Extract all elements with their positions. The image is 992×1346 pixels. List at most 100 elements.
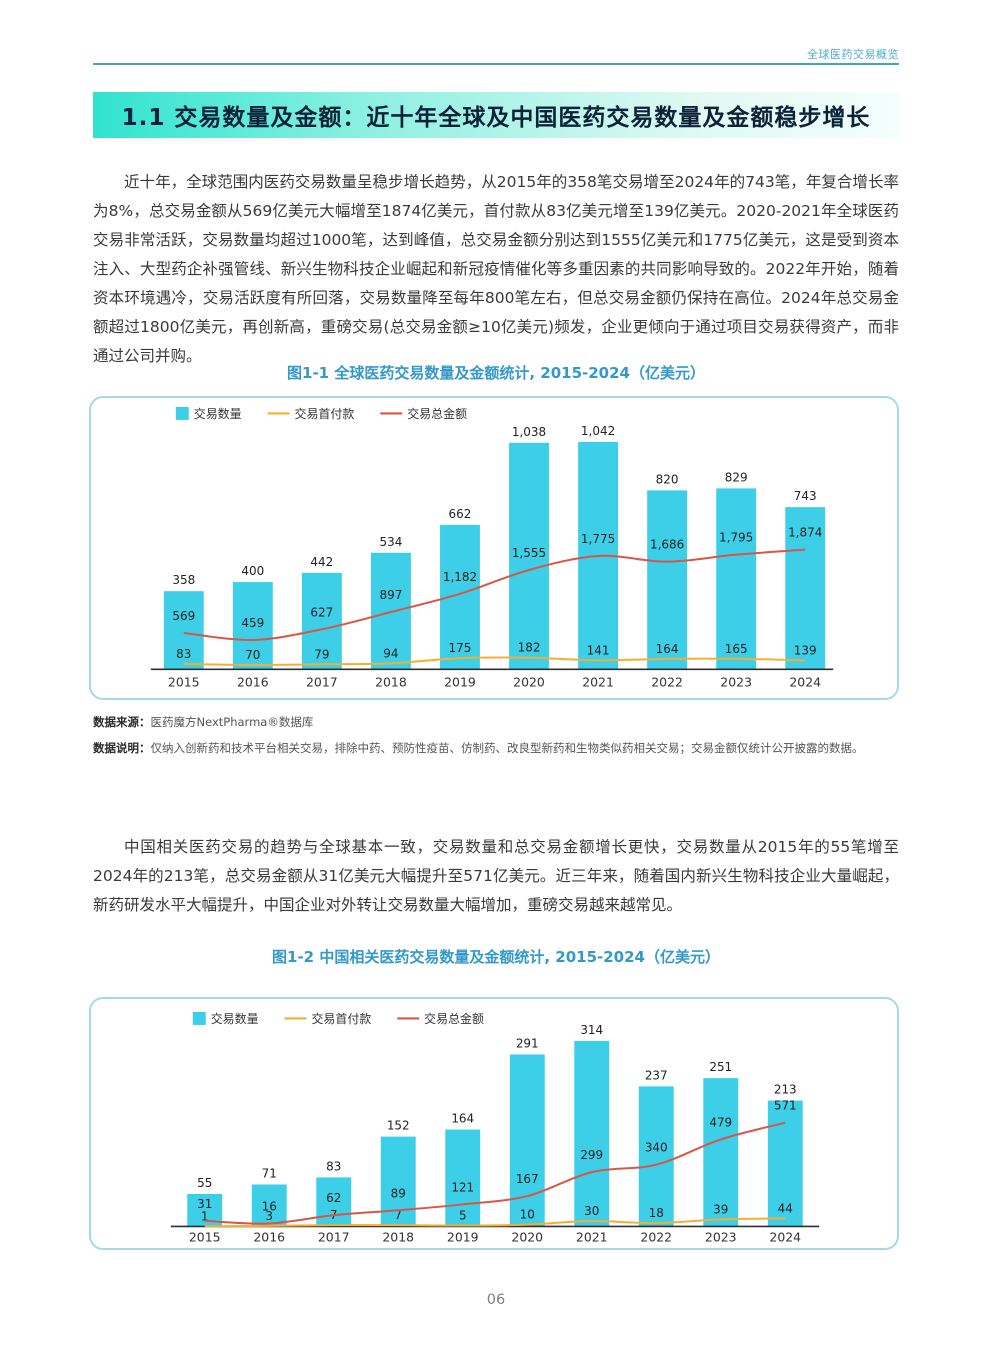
paragraph-global-overview: 近十年，全球范围内医药交易数量呈稳步增长趋势，从2015年的358笔交易增至20… [93, 173, 899, 365]
chart-label: 152 [387, 1119, 410, 1133]
chart-label: 2017 [306, 674, 338, 689]
chart-label: 479 [709, 1115, 732, 1129]
chart-label: 121 [451, 1180, 474, 1194]
chart-label: 299 [580, 1148, 603, 1162]
bar-2016 [251, 1184, 287, 1227]
header-rule [93, 63, 899, 65]
chart-label: 662 [449, 507, 472, 521]
data-description-note: 数据说明：仅纳入创新药和技术平台相关交易，排除中药、预防性疫苗、仿制药、改良型新… [93, 740, 899, 757]
chart-label: 251 [709, 1060, 732, 1074]
chart-label: 820 [656, 472, 679, 486]
chart-label: 2015 [168, 674, 200, 689]
bar-2017 [301, 572, 342, 670]
chart-label: 2015 [189, 1229, 221, 1244]
chart-label: 571 [774, 1099, 797, 1113]
data-source-note: 数据来源：医药魔方NextPharma®数据库 [93, 714, 899, 731]
chart-label: 83 [176, 647, 191, 661]
chart-label: 71 [262, 1166, 277, 1180]
bar-2019 [445, 1129, 481, 1227]
chart-label: 交易数量 [211, 1011, 259, 1026]
chart-label: 569 [172, 609, 195, 623]
bar-2024 [767, 1100, 803, 1227]
chart-label: 175 [449, 641, 472, 655]
chart-label: 358 [172, 573, 195, 587]
bar-2015 [163, 591, 204, 670]
section-title-banner: 1.1 交易数量及金额：近十年全球及中国医药交易数量及金额稳步增长 [93, 92, 899, 138]
chart-label: 829 [725, 470, 748, 484]
chart-label: 2024 [769, 1229, 801, 1244]
chart-label: 89 [391, 1186, 406, 1200]
bar-2021 [574, 1040, 610, 1227]
chart-label: 10 [520, 1208, 535, 1222]
chart-label: 39 [713, 1202, 728, 1216]
chart-label: 1,182 [443, 570, 477, 584]
chart-label: 2018 [375, 674, 407, 689]
chart-label: 1,042 [581, 424, 615, 438]
bar-2022 [647, 490, 688, 670]
chart-label: 交易总金额 [407, 406, 467, 421]
chart-label: 31 [197, 1197, 212, 1211]
data-source-text: 医药魔方NextPharma®数据库 [150, 715, 314, 729]
bar-2020 [509, 442, 549, 670]
chart-label: 交易总金额 [424, 1011, 484, 1026]
chart-label: 94 [383, 646, 398, 660]
chart-label: 2024 [789, 674, 821, 689]
chart-canvas-global: 358 400 442 534 662 1,038 1,042 820 829 743 2015 20… [150, 406, 834, 689]
section-title: 1.1 交易数量及金额：近十年全球及中国医药交易数量及金额稳步增长 [121, 105, 871, 131]
bar-2017 [316, 1177, 352, 1227]
chart-label: 83 [326, 1159, 341, 1173]
bar-2024 [785, 507, 826, 670]
chart-china: 55 71 83 152 164 291 314 237 251 213 2015 2016 2017 2… [91, 999, 897, 1246]
chart-label: 1,038 [512, 425, 546, 439]
chart-label: 5 [459, 1209, 467, 1223]
chart-label: 459 [241, 616, 264, 630]
chart-label: 534 [379, 535, 402, 549]
chart-label: 1,795 [719, 531, 753, 545]
chart-label: 182 [518, 641, 541, 655]
chart-label: 44 [778, 1201, 793, 1215]
downpayment-line [183, 656, 806, 666]
paragraph-china-overview: 中国相关医药交易的趋势与全球基本一致，交易数量和总交易金额增长更快，交易数量从2… [93, 838, 899, 914]
page-number: 06 [486, 1292, 506, 1308]
data-description-text: 仅纳入创新药和技术平台相关交易，排除中药、预防性疫苗、仿制药、改良型新药和生物类… [150, 741, 864, 755]
chart-label: 340 [645, 1141, 668, 1155]
chart-label: 55 [197, 1176, 212, 1190]
chart-label: 16 [262, 1200, 277, 1214]
chart-label: 7 [394, 1208, 402, 1222]
downpayment-line [204, 1217, 786, 1228]
chart-label: 213 [774, 1083, 797, 1097]
chart-label: 2023 [720, 674, 752, 689]
header-section-label: 全球医药交易概览 [807, 48, 899, 61]
chart-label: 1,555 [512, 546, 546, 560]
chart-label: 141 [587, 643, 610, 657]
chart-label: 18 [649, 1206, 664, 1220]
bar-2023 [716, 488, 757, 670]
chart-label: 2018 [382, 1229, 414, 1244]
chart-label: 2020 [511, 1229, 543, 1244]
chart-china-title: 图1-2 中国相关医药交易数量及金额统计, 2015-2024（亿美元） [272, 948, 720, 966]
chart-label: 30 [584, 1204, 599, 1218]
chart-label: 2019 [444, 674, 476, 689]
chart-label: 70 [245, 648, 260, 662]
chart-label: 2023 [705, 1229, 737, 1244]
chart-label: 1,874 [788, 526, 822, 540]
chart-label: 3 [265, 1209, 273, 1223]
chart-label: 2019 [447, 1229, 479, 1244]
chart-label: 2021 [576, 1229, 608, 1244]
chart-global-box: 358 400 442 534 662 1,038 1,042 820 829 743 2015 20… [89, 396, 899, 700]
bar-2022 [638, 1086, 674, 1227]
chart-label: 79 [314, 647, 329, 661]
legend-bar-swatch [175, 406, 189, 420]
chart-global-title: 图1-1 全球医药交易数量及金额统计, 2015-2024（亿美元） [287, 364, 705, 382]
data-description-label: 数据说明： [93, 741, 151, 755]
chart-notes: 数据来源：医药魔方NextPharma®数据库 数据说明：仅纳入创新药和技术平台… [93, 714, 899, 766]
chart-label: 2021 [582, 674, 614, 689]
chart-label: 164 [656, 642, 679, 656]
chart-label: 164 [451, 1112, 474, 1126]
chart-label: 400 [241, 564, 264, 578]
bar-2020 [509, 1054, 545, 1227]
chart-label: 交易数量 [194, 406, 242, 421]
chart-label: 167 [516, 1172, 539, 1186]
bar-2023 [703, 1078, 739, 1227]
